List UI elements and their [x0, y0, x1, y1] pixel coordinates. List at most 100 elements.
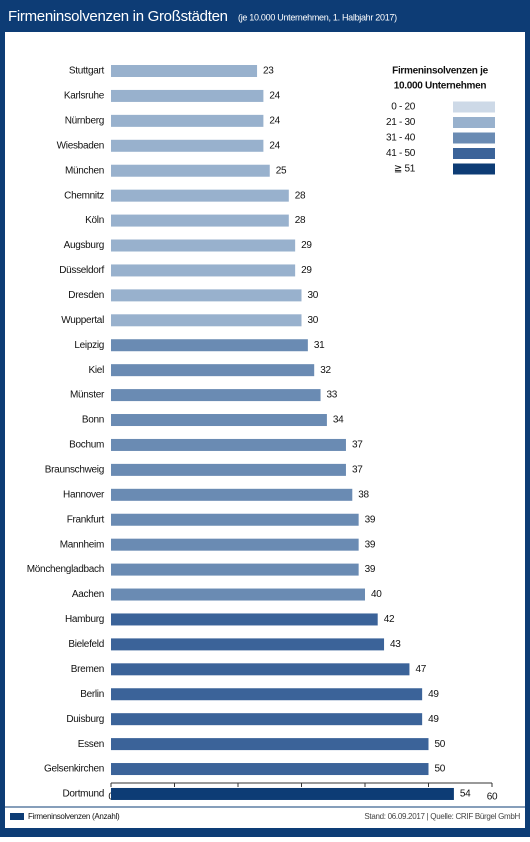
bar [111, 339, 308, 352]
y-tick-label: Chemnitz [64, 190, 104, 201]
value-label: 37 [352, 440, 363, 451]
value-label: 32 [320, 365, 331, 376]
legend-label: 41 - 50 [386, 148, 416, 159]
bar [111, 638, 385, 651]
value-label: 40 [371, 589, 382, 600]
y-tick-label: Berlin [80, 689, 104, 700]
y-tick-label: Aachen [72, 589, 104, 600]
y-tick-label: Düsseldorf [59, 265, 104, 276]
bar [111, 65, 258, 77]
y-tick-label: Dresden [68, 290, 104, 301]
value-label: 24 [269, 91, 280, 102]
y-tick-label: München [65, 165, 104, 176]
bar [111, 414, 327, 427]
value-label: 39 [365, 539, 376, 550]
source: Stand: 06.09.2017 | Quelle: CRIF Bürgel … [364, 812, 520, 821]
value-label: 47 [415, 664, 426, 675]
value-label: 34 [333, 415, 344, 426]
bar [111, 114, 264, 127]
y-tick-label: Nürnberg [65, 116, 104, 127]
bar [111, 488, 353, 501]
legend-swatch [453, 163, 495, 175]
legend-label: 21 - 30 [386, 117, 416, 128]
y-tick-label: Köln [85, 215, 104, 226]
legend-label: 0 - 20 [391, 102, 416, 113]
y-tick-label: Wuppertal [61, 315, 104, 326]
value-label: 50 [435, 764, 446, 775]
bar [111, 314, 302, 327]
y-tick-label: Münster [70, 390, 105, 401]
legend-label: Firmeninsolvenzen (Anzahl) [28, 812, 120, 821]
bar [111, 389, 321, 402]
value-label: 39 [365, 514, 376, 525]
y-tick-label: Essen [78, 739, 104, 750]
bar [111, 139, 264, 152]
value-label: 49 [428, 714, 439, 725]
y-tick-label: Leipzig [74, 340, 104, 351]
value-label: 31 [314, 340, 325, 351]
value-label: 29 [301, 265, 312, 276]
bar [111, 164, 270, 177]
bar [111, 787, 454, 800]
value-label: 30 [308, 290, 319, 301]
value-label: 24 [269, 140, 280, 151]
bar [111, 563, 359, 576]
y-tick-label: Hannover [63, 489, 105, 500]
value-label: 50 [435, 739, 446, 750]
value-label: 42 [384, 614, 395, 625]
bar [111, 713, 423, 726]
y-tick-label: Gelsenkirchen [44, 764, 104, 775]
bar [111, 264, 296, 277]
bar [111, 613, 378, 626]
chart-subtitle: (je 10.000 Unternehmen, 1. Halbjahr 2017… [238, 12, 397, 22]
x-tick-label: 60 [487, 792, 498, 803]
legend-label: ≧ 51 [394, 164, 416, 175]
y-tick-label: Mönchengladbach [27, 564, 104, 575]
y-tick-label: Stuttgart [69, 66, 105, 77]
value-label: 29 [301, 240, 312, 251]
legend-title: 10.000 Unternehmen [394, 81, 487, 92]
value-label: 49 [428, 689, 439, 700]
y-tick-label: Bielefeld [68, 639, 104, 650]
bar [111, 239, 296, 252]
bar [111, 513, 359, 526]
value-label: 54 [460, 789, 471, 800]
value-label: 23 [263, 66, 274, 77]
y-tick-label: Karlsruhe [64, 91, 105, 102]
y-tick-label: Duisburg [66, 714, 104, 725]
value-label: 28 [295, 190, 306, 201]
legend-swatch [453, 148, 495, 159]
value-label: 33 [327, 390, 338, 401]
bar [111, 364, 315, 377]
legend-swatch [10, 813, 24, 820]
legend-swatch [453, 132, 495, 144]
legend-swatch [453, 117, 495, 128]
y-tick-label: Augsburg [64, 240, 104, 251]
y-tick-label: Bremen [71, 664, 104, 675]
value-label: 38 [358, 489, 369, 500]
bar [111, 289, 302, 302]
y-tick-label: Dortmund [62, 789, 104, 800]
bar [111, 663, 410, 676]
y-tick-label: Wiesbaden [57, 140, 104, 151]
bar [111, 763, 429, 776]
y-tick-label: Bochum [69, 440, 104, 451]
chart-title: Firmeninsolvenzen in Großstädten [8, 8, 228, 25]
bar [111, 588, 365, 601]
value-label: 37 [352, 465, 363, 476]
bar [111, 738, 429, 751]
y-tick-label: Braunschweig [45, 465, 104, 476]
y-tick-label: Hamburg [65, 614, 104, 625]
value-label: 28 [295, 215, 306, 226]
bar [111, 189, 289, 202]
y-tick-label: Mannheim [60, 539, 104, 550]
value-label: 25 [276, 165, 287, 176]
value-label: 30 [308, 315, 319, 326]
legend-label: 31 - 40 [386, 133, 416, 144]
value-label: 39 [365, 564, 376, 575]
y-tick-label: Kiel [89, 365, 105, 376]
y-tick-label: Bonn [82, 415, 104, 426]
legend-swatch [453, 101, 495, 113]
